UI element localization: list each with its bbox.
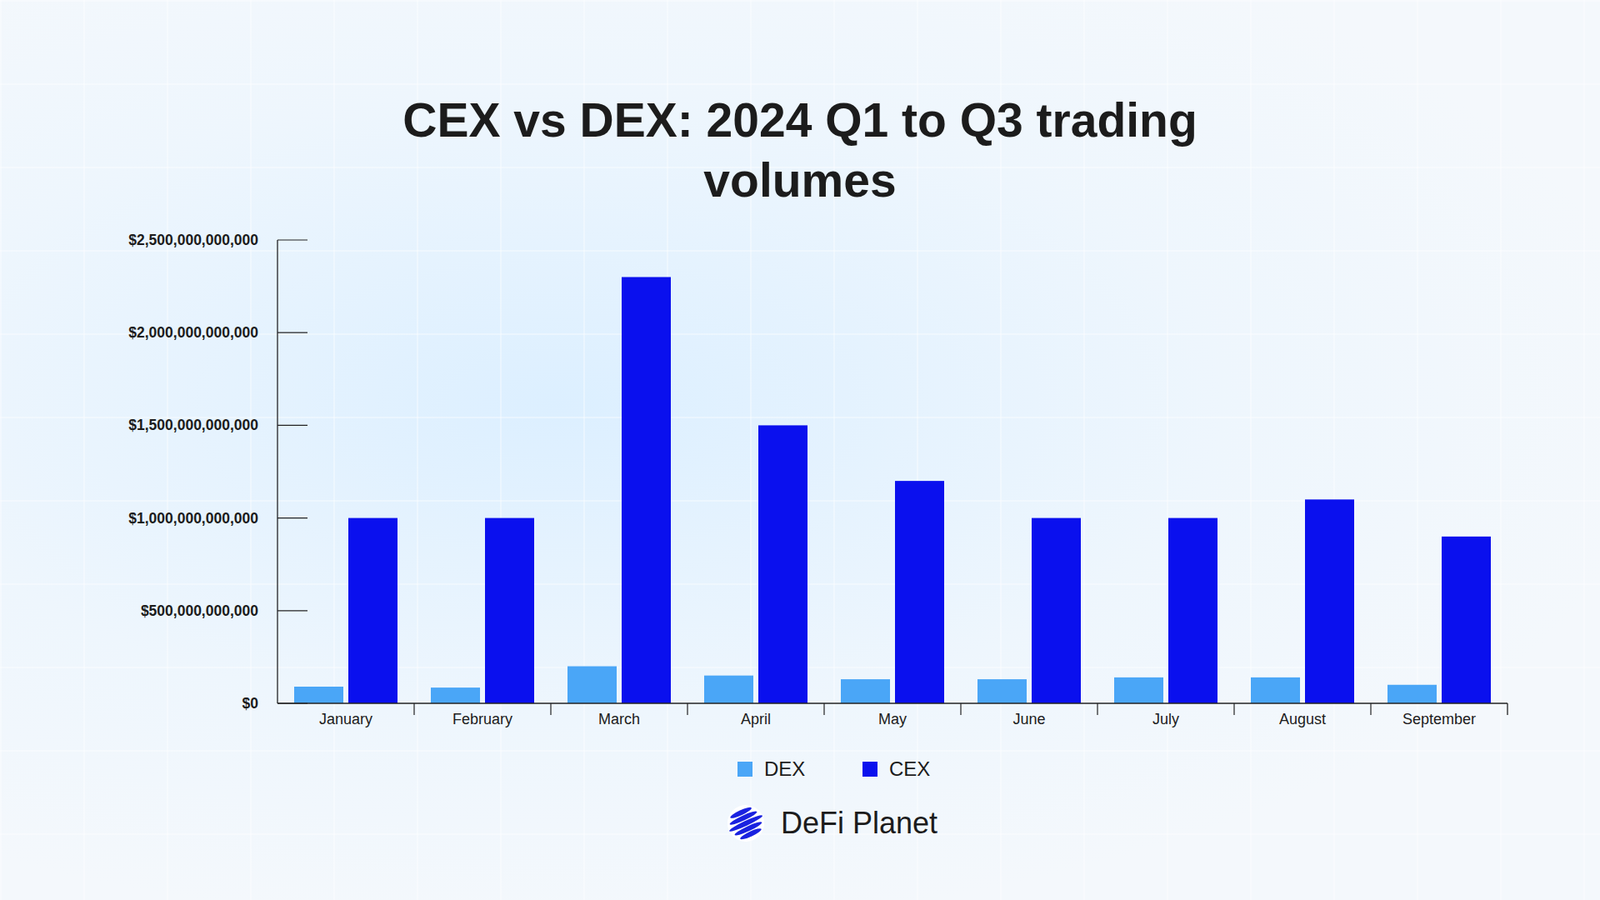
bar (1250, 677, 1300, 704)
bar (1031, 518, 1081, 704)
bar (485, 518, 535, 704)
legend-swatch (862, 761, 878, 777)
legend-swatch (737, 761, 753, 777)
bar (348, 518, 398, 704)
bar (1114, 677, 1164, 704)
x-tick (1233, 703, 1235, 715)
bar (1168, 518, 1218, 704)
x-tick-label: February (452, 710, 513, 728)
x-tick-label: July (1152, 710, 1180, 728)
x-tick (1370, 703, 1371, 715)
legend-label: DEX (764, 757, 805, 780)
bar (621, 276, 671, 704)
x-tick-label: August (1279, 710, 1326, 728)
x-tick-label: September (1402, 710, 1476, 728)
x-tick-label: January (319, 710, 373, 728)
bar (294, 686, 344, 704)
x-tick (960, 703, 961, 715)
bar (758, 425, 808, 704)
y-tick-label: $0 (242, 695, 260, 712)
brand-text: DeFi Planet (780, 805, 938, 840)
y-tick-label: $2,500,000,000,000 (128, 231, 259, 249)
bar (1305, 499, 1355, 704)
y-tick-label: $2,000,000,000,000 (128, 324, 259, 341)
bar (1441, 536, 1491, 704)
title: CEX vs DEX: 2024 Q1 to Q3 trading volume… (400, 90, 1200, 210)
bar (977, 679, 1027, 704)
brand: DeFi Planet (727, 805, 938, 842)
bars (294, 276, 1491, 704)
chart: $0 $500,000,000,000 $1,000,000,000,000 $1,5… (0, 0, 1600, 900)
legend-label: CEX (889, 757, 930, 780)
bar (704, 675, 754, 704)
y-tick (277, 425, 308, 426)
y-tick (277, 239, 308, 240)
x-tick (1096, 703, 1098, 715)
y-axis (276, 240, 278, 704)
bar (567, 666, 617, 704)
x-axis (277, 702, 1508, 704)
y-tick (277, 332, 308, 334)
x-tick (823, 703, 825, 715)
x-tick-label: May (878, 710, 907, 728)
x-tick-label: June (1012, 710, 1045, 728)
bar (895, 480, 945, 704)
x-tick-label: March (598, 710, 640, 728)
x-tick-label: April (740, 710, 771, 728)
brand-icon-stripe (739, 826, 763, 841)
y-tick (277, 517, 308, 519)
y-tick (277, 610, 308, 611)
legend: DEX CEX (737, 757, 930, 780)
title-wrap: CEX vs DEX: 2024 Q1 to Q3 trading volume… (0, 90, 1600, 210)
x-tick (413, 703, 415, 715)
y-tick (277, 702, 308, 704)
x-axis-end (1506, 703, 1508, 715)
x-tick (686, 703, 688, 715)
x-tick (550, 703, 551, 715)
bar (840, 679, 890, 704)
bar (430, 687, 480, 704)
y-tick-label: $500,000,000,000 (140, 602, 259, 620)
y-tick-label: $1,000,000,000,000 (128, 510, 259, 527)
bar (1387, 685, 1437, 704)
y-tick-label: $1,500,000,000,000 (128, 416, 259, 434)
brand-icon (727, 805, 765, 842)
